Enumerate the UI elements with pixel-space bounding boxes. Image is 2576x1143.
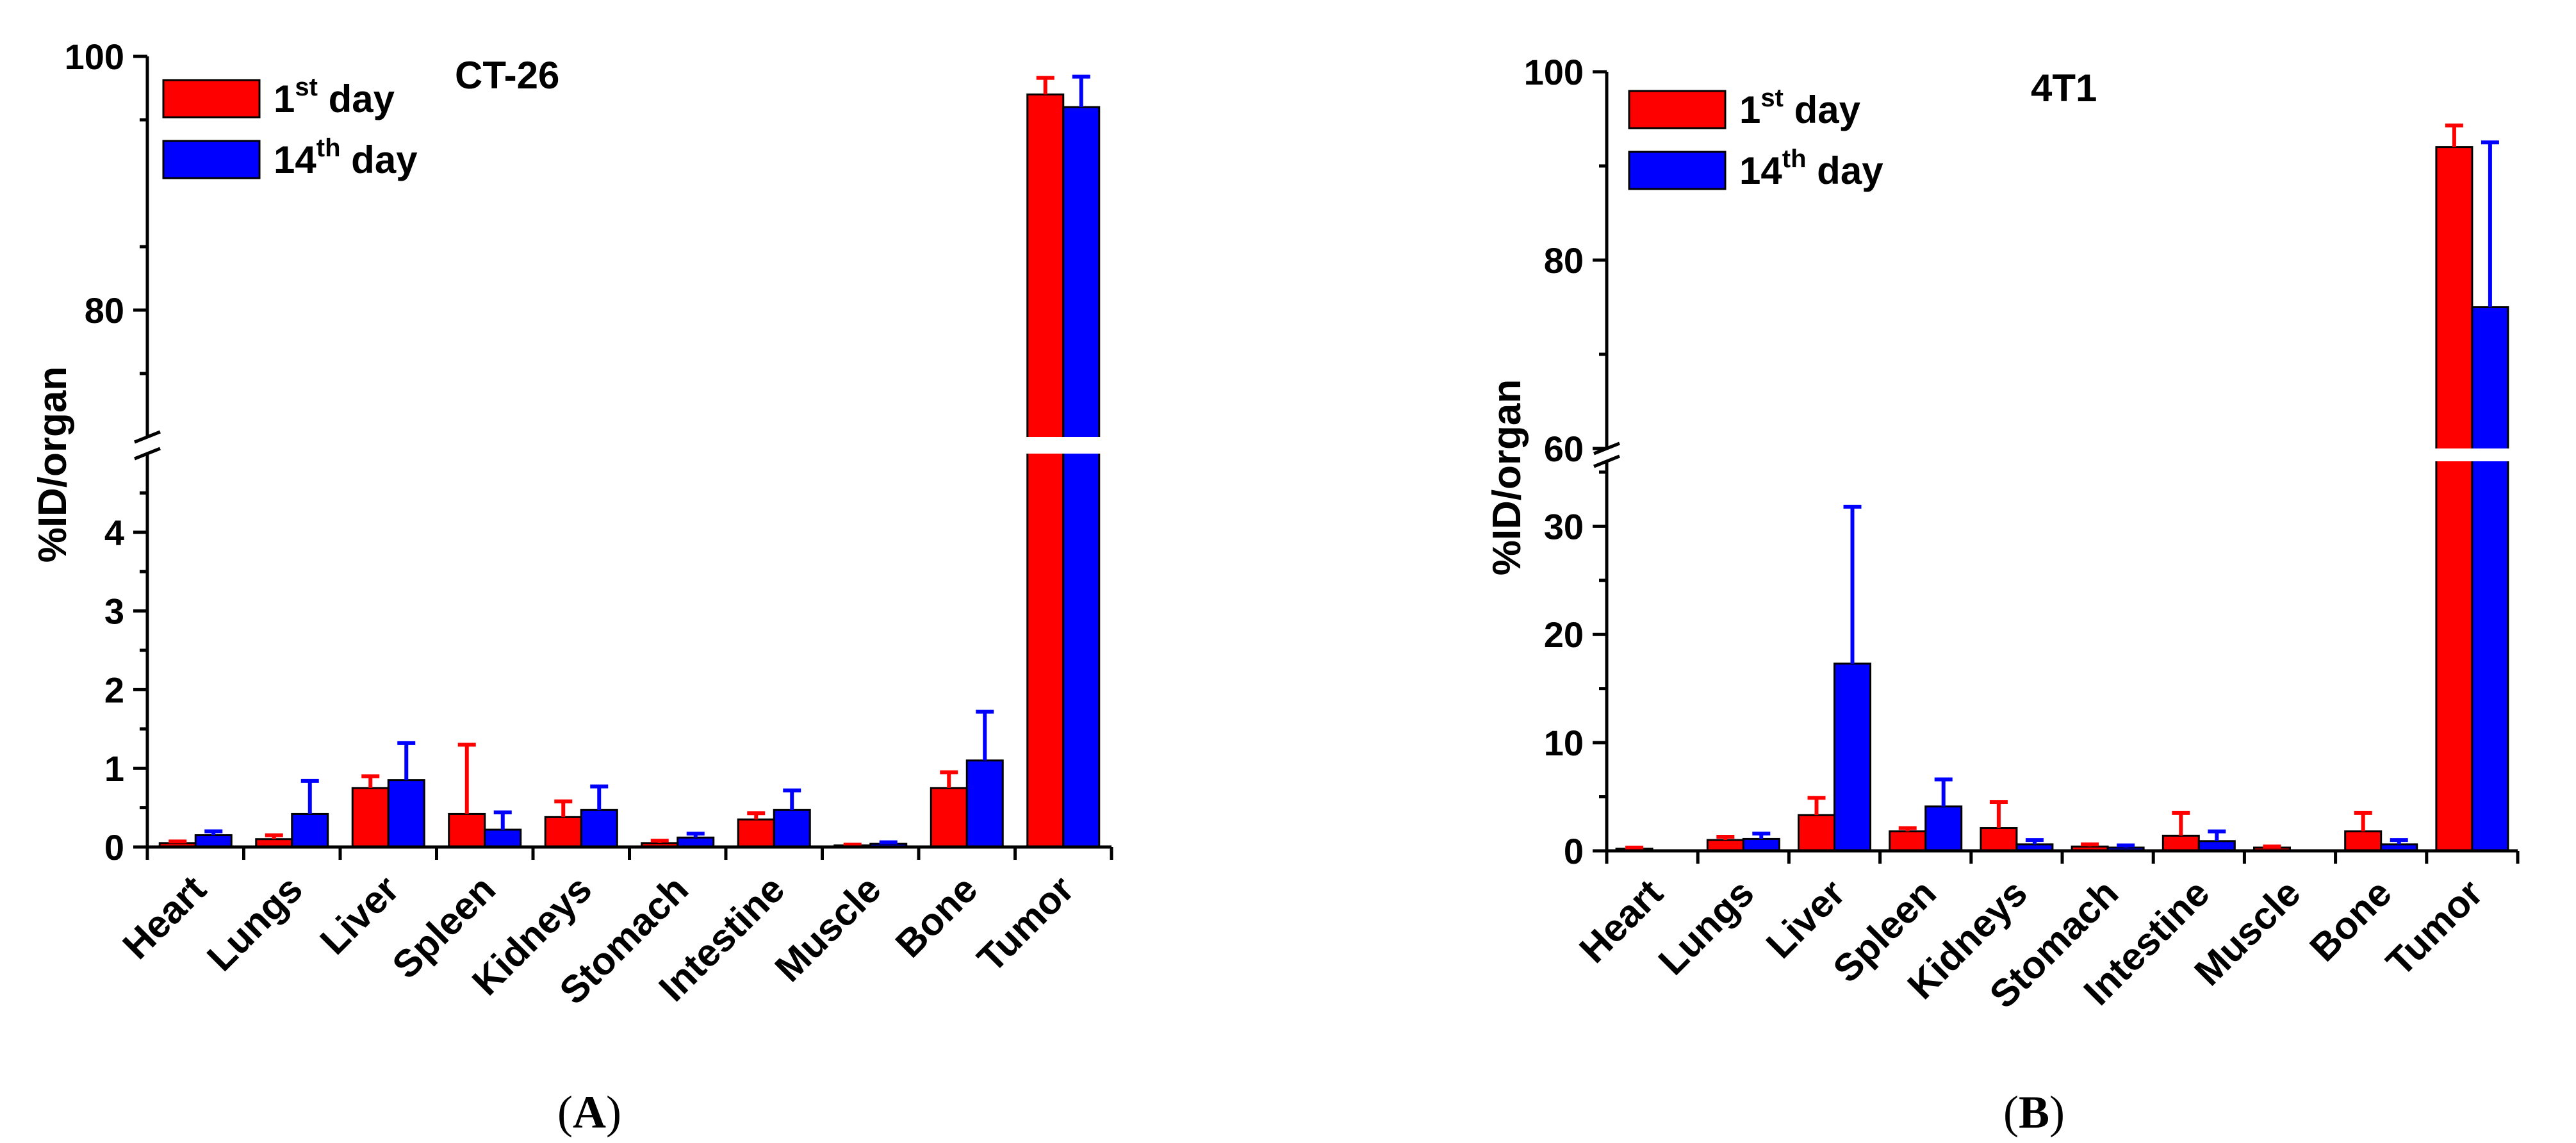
legend-label-day1: 1st day xyxy=(1739,84,1861,131)
legend-label-day14: 14th day xyxy=(1739,145,1883,192)
category-label-lungs: Lungs xyxy=(1650,871,1762,983)
y-tick-label: 1 xyxy=(104,748,124,789)
axis-break-mark-0 xyxy=(1593,454,1620,468)
bar-bone-day1 xyxy=(930,787,968,848)
y-tick-label: 2 xyxy=(104,670,124,710)
bar-spleen-day1 xyxy=(1889,830,1927,852)
bar-tumor-day14 xyxy=(2471,306,2509,852)
panel-b-chart: 01020306080100HeartLungsLiverSpleenKidne… xyxy=(1485,52,2522,1138)
bar-bone-day14 xyxy=(965,759,1004,848)
panel-label: (B) xyxy=(2003,1087,2065,1138)
bar-tumor-day14 xyxy=(1062,106,1101,848)
category-label-lungs: Lungs xyxy=(199,868,311,980)
axis-break-mark-1 xyxy=(134,430,161,444)
axis-break-band xyxy=(1611,448,2522,461)
bar-lungs-day1 xyxy=(1706,839,1744,852)
bar-liver-day1 xyxy=(351,787,390,848)
y-tick-label: 80 xyxy=(1544,240,1584,281)
legend-swatch-day14 xyxy=(1628,151,1727,190)
bar-lungs-day14 xyxy=(1742,837,1780,852)
bar-intestine-day1 xyxy=(737,818,775,848)
y-axis-label: %ID/organ xyxy=(31,366,75,563)
bar-lungs-day14 xyxy=(291,812,329,848)
bar-liver-day14 xyxy=(1834,662,1871,852)
y-tick-label: 30 xyxy=(1544,506,1584,547)
bar-spleen-day1 xyxy=(448,812,486,848)
bar-intestine-day14 xyxy=(773,809,811,848)
category-label-heart: Heart xyxy=(115,868,215,967)
bar-spleen-day14 xyxy=(1924,805,1963,852)
bar-kidneys-day14 xyxy=(580,809,618,848)
axis-break-mark-0 xyxy=(134,447,161,461)
legend-swatch-day14 xyxy=(162,140,261,179)
y-tick-label: 3 xyxy=(104,591,124,632)
category-label-tumor: Tumor xyxy=(2378,871,2491,984)
y-tick-label: 4 xyxy=(104,513,124,553)
bar-kidneys-day1 xyxy=(1980,827,2018,852)
bar-liver-day14 xyxy=(387,779,425,848)
bar-tumor-day1 xyxy=(1026,93,1065,848)
y-tick-label: 10 xyxy=(1544,723,1584,763)
legend-label-day14: 14th day xyxy=(274,134,418,181)
y-axis-label: %ID/organ xyxy=(1485,379,1529,576)
y-tick-label: 0 xyxy=(104,827,124,868)
bar-heart-day14 xyxy=(194,834,233,848)
bar-tumor-day1 xyxy=(2435,146,2473,852)
chart-title: 4T1 xyxy=(2031,67,2097,110)
legend-swatch-day1 xyxy=(162,79,261,119)
axis-break-band xyxy=(151,437,1115,454)
bar-kidneys-day1 xyxy=(544,816,582,848)
bar-spleen-day14 xyxy=(484,828,522,848)
y-tick-label: 0 xyxy=(1564,831,1584,871)
y-tick-label: 80 xyxy=(85,290,124,331)
y-tick-label: 100 xyxy=(65,37,124,77)
category-label-tumor: Tumor xyxy=(969,868,1082,980)
bar-liver-day1 xyxy=(1798,814,1835,852)
y-tick-label: 60 xyxy=(1544,429,1584,469)
y-tick-label: 100 xyxy=(1524,52,1584,92)
legend-swatch-day1 xyxy=(1628,90,1727,129)
y-tick-label: 20 xyxy=(1544,614,1584,655)
chart-title: CT-26 xyxy=(455,54,559,97)
bar-bone-day1 xyxy=(2344,830,2383,852)
panel-label: (A) xyxy=(557,1087,621,1138)
category-label-muscle: Muscle xyxy=(767,868,889,990)
bar-intestine-day1 xyxy=(2162,834,2200,852)
legend-label-day1: 1st day xyxy=(274,73,395,120)
